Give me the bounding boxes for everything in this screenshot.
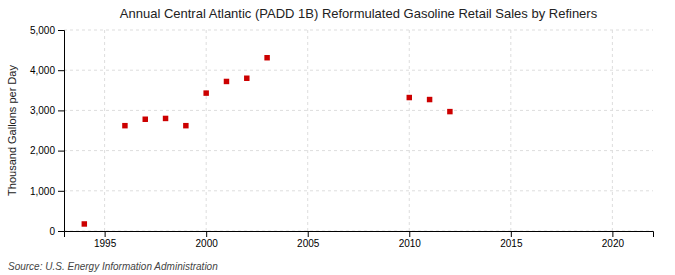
point	[163, 116, 168, 121]
tick-mark	[409, 231, 410, 237]
grid-line	[206, 30, 207, 231]
tick: 2005	[297, 231, 320, 249]
source: Source: U.S. Energy Information Administ…	[8, 261, 218, 272]
points	[82, 55, 453, 227]
point	[427, 97, 432, 102]
tick-mark	[308, 231, 309, 237]
tick-label: 1995	[94, 238, 117, 249]
grid-line	[64, 70, 653, 71]
y-axis: 0 1,000 2,000 3,000 4,000 5,000	[30, 25, 65, 237]
grid-line	[104, 30, 105, 231]
tick: 1,000	[30, 186, 64, 197]
tick-mark	[612, 231, 613, 237]
grid-line	[64, 190, 653, 191]
point	[143, 117, 148, 122]
point	[407, 95, 412, 100]
grid-line	[64, 150, 653, 151]
tick: 2020	[602, 231, 625, 249]
grid-line	[64, 110, 653, 111]
tick-label: 3,000	[30, 105, 55, 116]
tick-label: 2015	[500, 238, 523, 249]
x-axis: 1995 2000 2005 2010 2015 2020	[65, 231, 654, 249]
axis-line	[58, 31, 65, 232]
point	[122, 123, 127, 128]
tick-mark	[206, 231, 207, 237]
tick-label: 2000	[196, 238, 219, 249]
tick-mark	[105, 231, 106, 237]
tick-mark	[58, 30, 64, 31]
tick-mark	[58, 231, 64, 232]
tick: 2015	[500, 231, 523, 249]
y-axis-title: Thousand Gallons per Day	[6, 65, 18, 196]
tick: 3,000	[30, 105, 64, 116]
title: Annual Central Atlantic (PADD 1B) Reform…	[120, 6, 598, 21]
tick-mark	[58, 151, 64, 152]
tick-mark	[58, 191, 64, 192]
point	[183, 123, 188, 128]
tick-mark	[58, 70, 64, 71]
tick-mark	[58, 110, 64, 111]
point	[82, 221, 87, 226]
grid-line	[64, 30, 653, 31]
tick-label: 4,000	[30, 65, 55, 76]
grid-line	[612, 30, 613, 231]
tick: 2,000	[30, 145, 64, 156]
tick: 4,000	[30, 65, 64, 76]
chart: 1995 2000 2005 2010 2015 2020 0 1,000 2,000 3,000…	[0, 0, 675, 275]
tick: 1995	[94, 231, 117, 249]
axis-line	[65, 232, 654, 238]
point	[264, 55, 269, 60]
grid-line	[409, 30, 410, 231]
tick-label: 2,000	[30, 145, 55, 156]
point	[447, 109, 452, 114]
point	[244, 76, 249, 81]
tick-label: 1,000	[30, 186, 55, 197]
grid-line	[307, 30, 308, 231]
tick-label: 0	[49, 226, 55, 237]
plot: 1995 2000 2005 2010 2015 2020 0 1,000 2,000 3,000…	[30, 25, 654, 249]
tick: 2010	[399, 231, 422, 249]
tick: 2000	[196, 231, 219, 249]
point	[224, 79, 229, 84]
tick-label: 2020	[602, 238, 625, 249]
tick-mark	[511, 231, 512, 237]
point	[203, 90, 208, 95]
tick-label: 5,000	[30, 25, 55, 36]
tick: 5,000	[30, 25, 64, 36]
grid	[64, 30, 653, 231]
tick-label: 2005	[297, 238, 320, 249]
tick-label: 2010	[399, 238, 422, 249]
grid-line	[510, 30, 511, 231]
tick: 0	[49, 226, 64, 237]
